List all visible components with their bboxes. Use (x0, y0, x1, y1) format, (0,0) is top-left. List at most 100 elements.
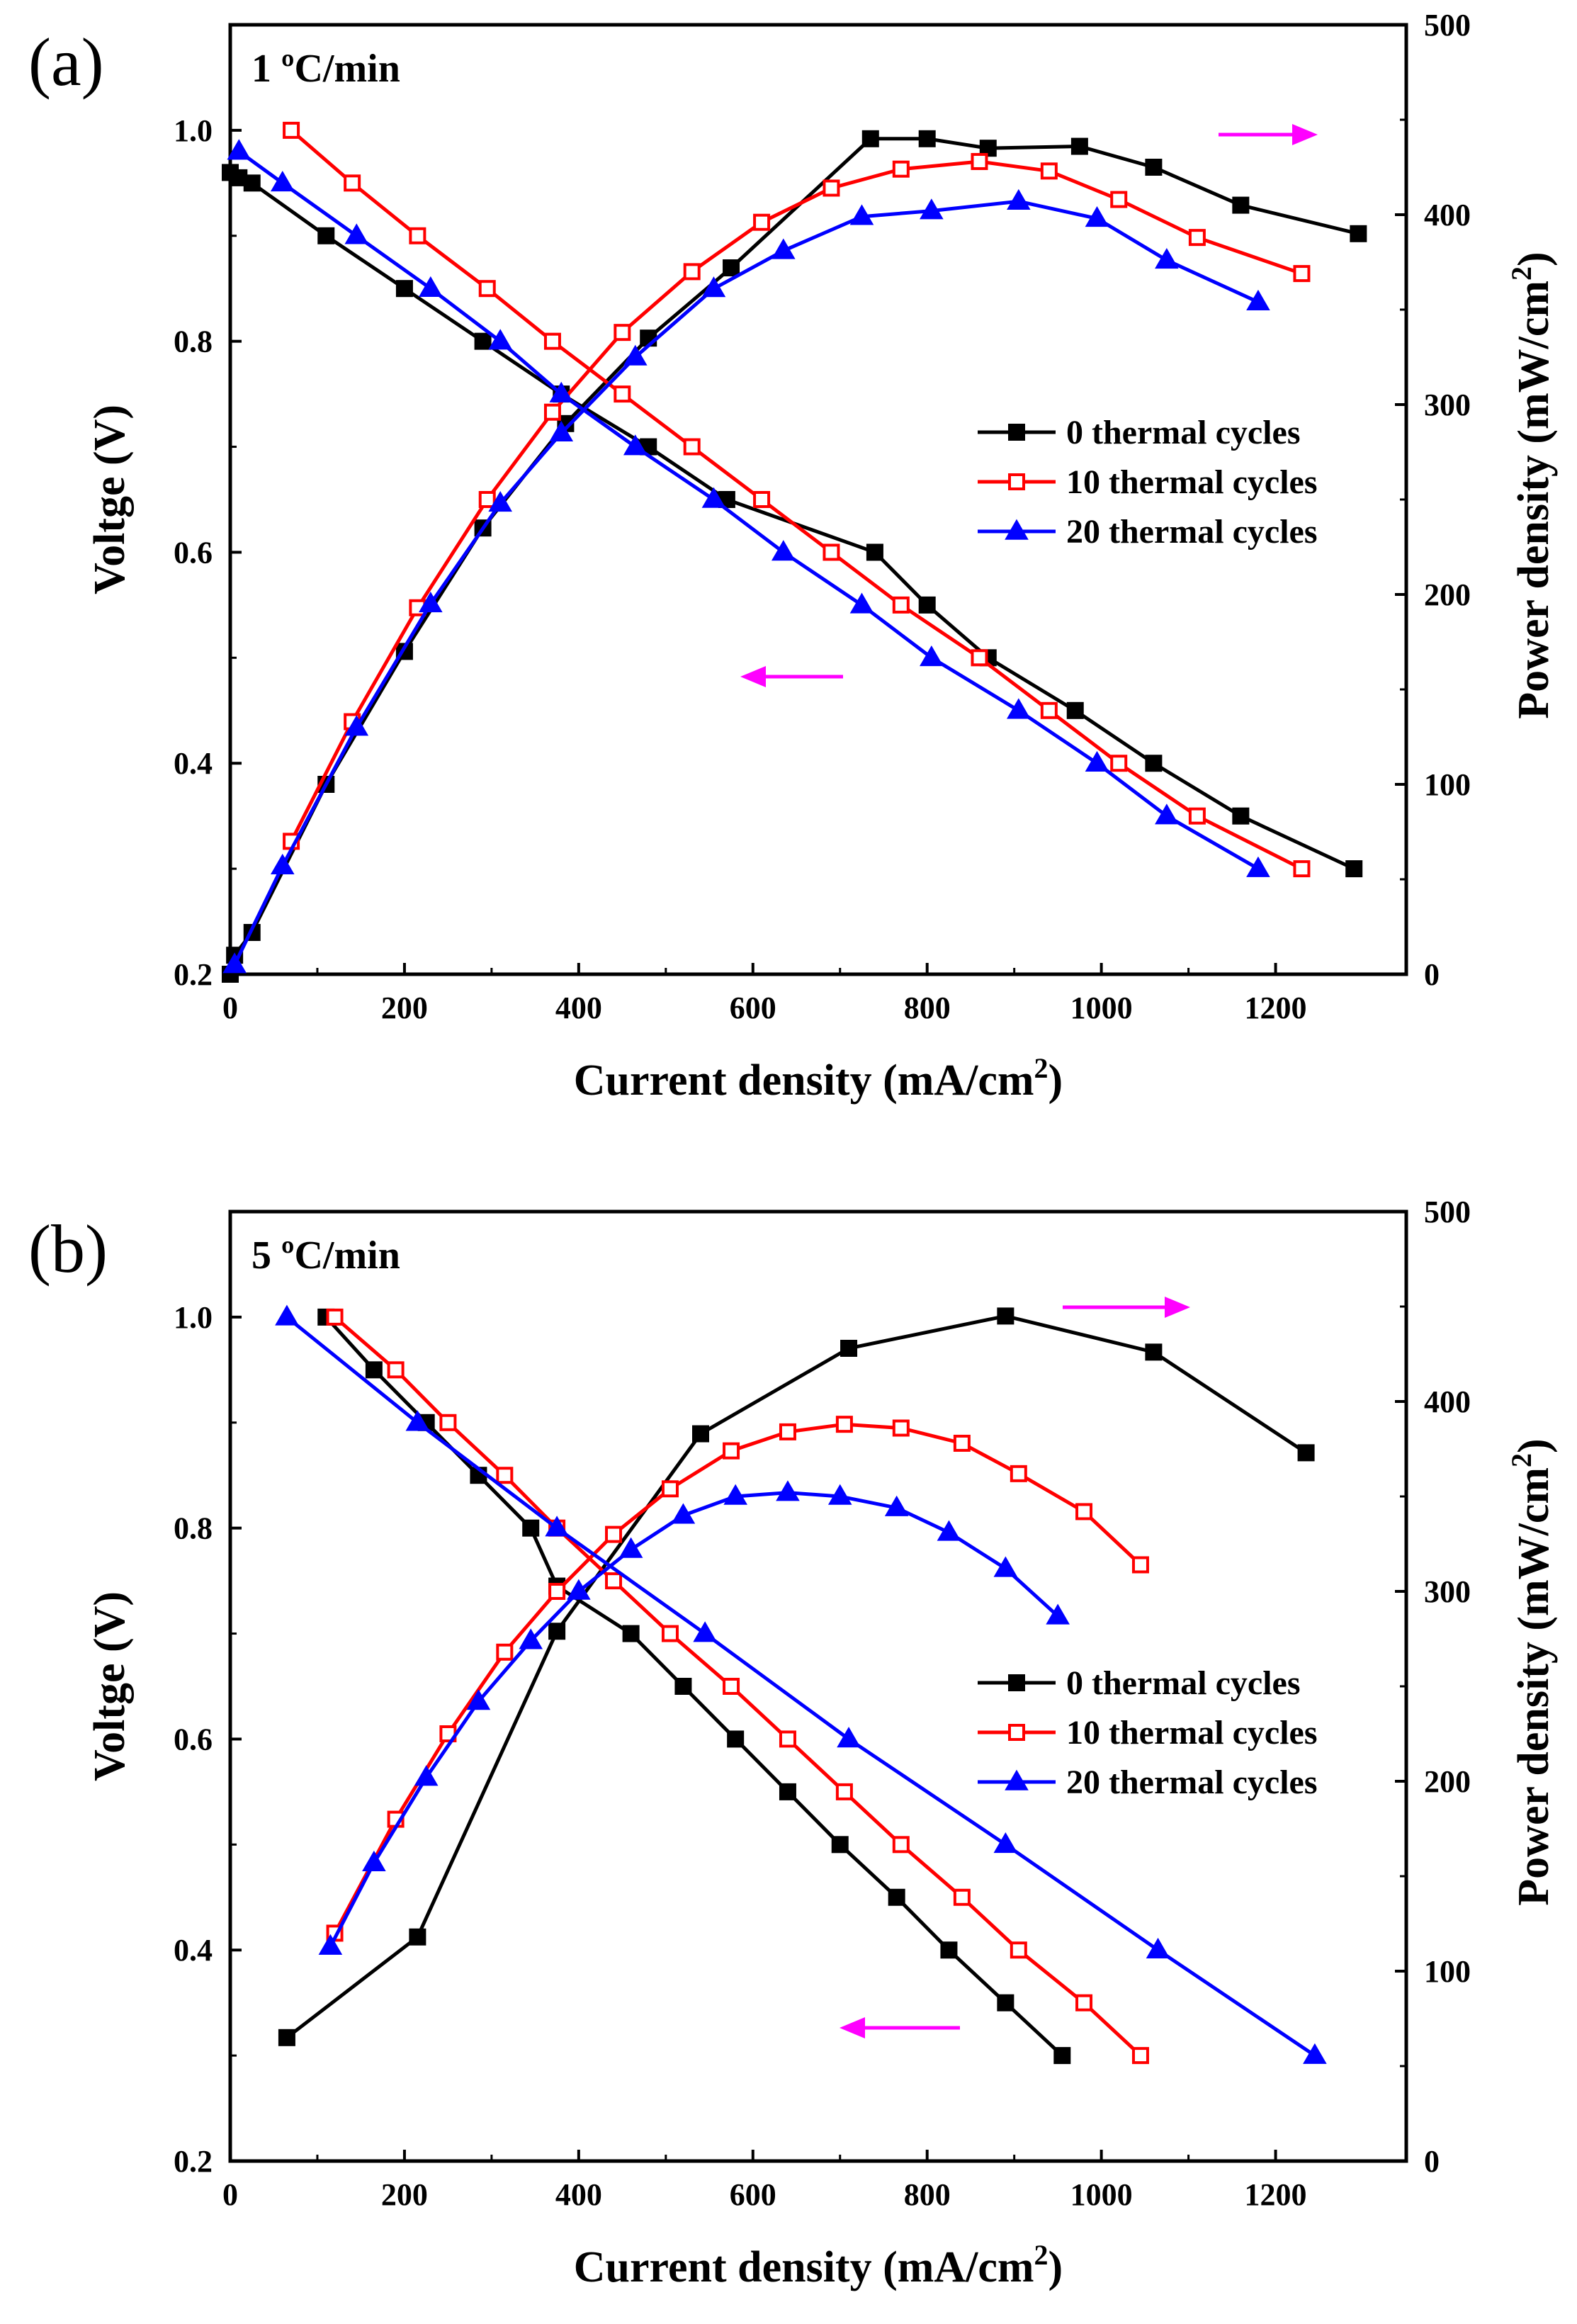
voltage-point (683, 438, 701, 456)
y-right-axis-label: Power density (mW/cm2) (1505, 1438, 1558, 1905)
y-right-label-sup: 2 (1505, 266, 1537, 281)
voltage-point (892, 1836, 910, 1854)
axis-arrow-head (840, 2017, 865, 2038)
y-right-label-main: Power density (mW/cm (1510, 281, 1558, 719)
power-line-0 (286, 1314, 1307, 2039)
power-point (1232, 196, 1250, 214)
power-point (771, 238, 796, 259)
voltage-point (1145, 755, 1163, 772)
legend-marker (1008, 1724, 1025, 1741)
voltage-point (920, 645, 944, 667)
y-right-label-end: ) (1510, 1438, 1558, 1453)
voltage-point (605, 1572, 623, 1590)
power-point (618, 1537, 643, 1558)
legend-label: 0 thermal cycles (1066, 414, 1301, 451)
power-point (692, 1425, 709, 1443)
x-axis-label-sup: 2 (1034, 1052, 1048, 1084)
power-point (701, 276, 726, 298)
voltage-point (888, 1888, 905, 1906)
voltage-point (953, 1888, 971, 1906)
x-axis-label-main: Current density (mA/cm (574, 2243, 1034, 2291)
x-tick-label: 800 (904, 2177, 951, 2212)
voltage-point (365, 1361, 383, 1379)
panel-title: 5 ºC/min (251, 1234, 400, 1277)
power-point (1131, 1556, 1149, 1574)
power-point (519, 1628, 543, 1649)
legend-label: 20 thermal cycles (1066, 513, 1318, 551)
power-point (1110, 191, 1128, 208)
power-point (683, 263, 701, 281)
panel-label: (b) (28, 1211, 108, 1287)
voltage-point (478, 280, 496, 298)
voltage-point (835, 1783, 853, 1800)
x-tick-label: 1200 (1245, 2177, 1307, 2212)
voltage-point (488, 329, 512, 350)
y-right-label-sup: 2 (1505, 1453, 1537, 1467)
legend-marker (1008, 424, 1025, 441)
power-point (1075, 1503, 1093, 1521)
x-tick-label: 200 (381, 2177, 428, 2212)
y-left-tick-label: 0.8 (174, 325, 213, 359)
voltage-point (1066, 701, 1084, 719)
y-left-tick-label: 0.4 (174, 746, 213, 781)
voltage-point (243, 174, 261, 192)
power-point (971, 152, 988, 170)
y-right-tick-label: 500 (1424, 8, 1471, 43)
power-point (1145, 1343, 1163, 1361)
power-point (1145, 159, 1163, 176)
x-tick-label: 200 (381, 991, 428, 1025)
y-left-axis-label: Voltge (V) (86, 1591, 134, 1781)
voltage-point (543, 332, 561, 350)
x-axis-label-end: ) (1048, 1056, 1063, 1105)
power-line-0 (228, 137, 1359, 975)
voltage-point (1110, 755, 1128, 772)
power-point (419, 592, 443, 613)
voltage-line-2 (286, 1315, 1316, 2058)
voltage-point (892, 596, 910, 614)
voltage-point (1075, 1994, 1093, 2012)
y-right-axis-label: Power density (mW/cm2) (1505, 252, 1558, 718)
x-tick-label: 600 (730, 2177, 776, 2212)
power-point (840, 1339, 858, 1357)
voltage-point (723, 1678, 740, 1695)
power-point (1070, 137, 1088, 155)
power-point (1085, 206, 1109, 227)
voltage-point (823, 543, 840, 561)
voltage-point (1155, 803, 1179, 825)
voltage-point (993, 1832, 1018, 1854)
power-point (835, 1416, 853, 1433)
power-point (488, 491, 512, 512)
voltage-point (614, 385, 631, 403)
voltage-point (496, 1467, 514, 1484)
power-point (549, 420, 574, 441)
voltage-point (1146, 1937, 1170, 1958)
axis-arrow-head (1165, 1297, 1190, 1318)
panel-title: 1 ºC/min (251, 47, 400, 91)
voltage-point (1232, 807, 1250, 825)
voltage-point (753, 491, 771, 508)
voltage-point (1246, 856, 1270, 877)
y-right-label-end: ) (1510, 252, 1558, 266)
x-tick-label: 400 (555, 2177, 602, 2212)
y-left-tick-label: 0.6 (174, 1722, 213, 1756)
power-point (414, 1765, 439, 1786)
voltage-point (1303, 2043, 1327, 2064)
y-right-tick-label: 200 (1424, 577, 1471, 612)
voltage-point (419, 276, 443, 297)
legend-label: 20 thermal cycles (1066, 1764, 1318, 1801)
power-point (671, 1503, 696, 1524)
legend: 0 thermal cycles 10 thermal cycles 20 ther… (978, 414, 1318, 551)
power-point (567, 1579, 591, 1600)
voltage-point (545, 1516, 569, 1537)
power-point (1293, 265, 1311, 283)
power-point (1046, 1603, 1070, 1625)
power-point (823, 179, 840, 197)
power-point (605, 1525, 623, 1543)
power-point (776, 1480, 800, 1501)
voltage-point (344, 174, 361, 192)
y-left-tick-label: 0.2 (174, 957, 213, 992)
legend-label: 0 thermal cycles (1066, 1664, 1301, 1702)
power-point (827, 1484, 852, 1505)
power-point (1010, 1465, 1027, 1482)
voltage-point (622, 1625, 640, 1642)
